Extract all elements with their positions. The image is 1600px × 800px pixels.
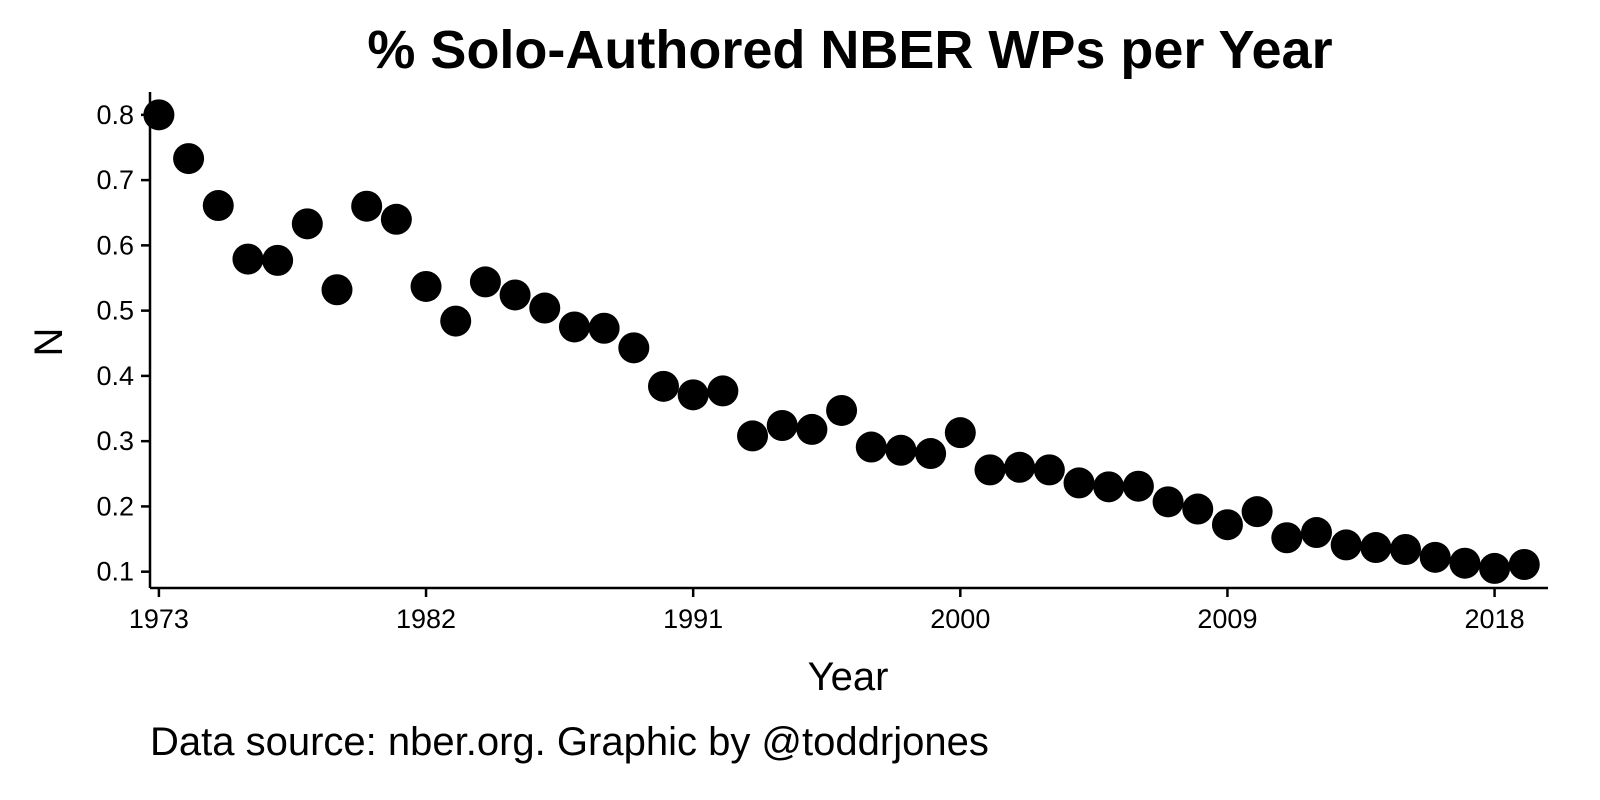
x-tick-label: 2018 — [1465, 604, 1525, 634]
x-tick-label: 2000 — [930, 604, 990, 634]
chart-title: % Solo-Authored NBER WPs per Year — [367, 20, 1332, 80]
data-point — [351, 190, 383, 222]
data-point — [1360, 532, 1392, 564]
data-point — [974, 454, 1006, 486]
data-point — [855, 431, 887, 463]
data-point — [262, 244, 294, 276]
data-point — [1271, 522, 1303, 554]
y-tick-label: 0.5 — [96, 296, 134, 326]
data-point — [469, 266, 501, 298]
data-point — [232, 243, 264, 275]
data-point — [944, 417, 976, 449]
data-point — [143, 99, 175, 131]
data-point — [1330, 529, 1362, 561]
data-point — [558, 311, 590, 343]
data-point — [1004, 451, 1036, 483]
axes: 0.1 0.2 0.3 0.4 0.5 0.6 0.7 0.8 1973 1982 1991 2000… — [96, 92, 1548, 634]
data-point — [173, 143, 205, 175]
x-tick-label: 2009 — [1197, 604, 1257, 634]
x-tick-label: 1973 — [129, 604, 189, 634]
data-point — [647, 370, 679, 402]
chart-caption: Data source: nber.org. Graphic by @toddr… — [150, 720, 989, 764]
data-points — [143, 99, 1540, 584]
data-point — [499, 279, 531, 311]
data-point — [440, 305, 472, 337]
y-axis-label-group: N — [27, 328, 71, 357]
data-point — [618, 332, 650, 364]
y-tick-label: 0.2 — [96, 491, 134, 521]
data-point — [1211, 509, 1243, 541]
y-axis-label: N — [27, 328, 71, 357]
data-point — [588, 312, 620, 344]
data-point — [1300, 517, 1332, 549]
x-tick-label: 1991 — [663, 604, 723, 634]
data-point — [1419, 541, 1451, 573]
data-point — [1241, 496, 1273, 528]
y-tick-label: 0.3 — [96, 426, 134, 456]
data-point — [707, 375, 739, 407]
data-point — [1479, 552, 1511, 584]
data-point — [202, 190, 234, 222]
data-point — [737, 420, 769, 452]
y-tick-label: 0.8 — [96, 100, 134, 130]
y-tick-label: 0.4 — [96, 361, 134, 391]
data-point — [291, 208, 323, 240]
y-tick-label: 0.1 — [96, 557, 134, 587]
data-point — [1063, 467, 1095, 499]
data-point — [885, 434, 917, 466]
data-point — [1093, 471, 1125, 503]
y-tick-label: 0.6 — [96, 230, 134, 260]
data-point — [410, 270, 442, 302]
data-point — [1122, 470, 1154, 502]
data-point — [796, 413, 828, 445]
x-tick-label: 1982 — [396, 604, 456, 634]
data-point — [321, 274, 353, 306]
data-point — [1449, 547, 1481, 579]
y-tick-label: 0.7 — [96, 165, 134, 195]
x-axis-label: Year — [808, 655, 889, 699]
data-point — [677, 379, 709, 411]
data-point — [1152, 486, 1184, 518]
data-point — [529, 292, 561, 324]
data-point — [766, 409, 798, 441]
data-point — [915, 438, 947, 470]
data-point — [1182, 493, 1214, 525]
data-point — [826, 394, 858, 426]
data-point — [380, 203, 412, 235]
data-point — [1390, 533, 1422, 565]
data-point — [1033, 454, 1065, 486]
data-point — [1508, 549, 1540, 581]
